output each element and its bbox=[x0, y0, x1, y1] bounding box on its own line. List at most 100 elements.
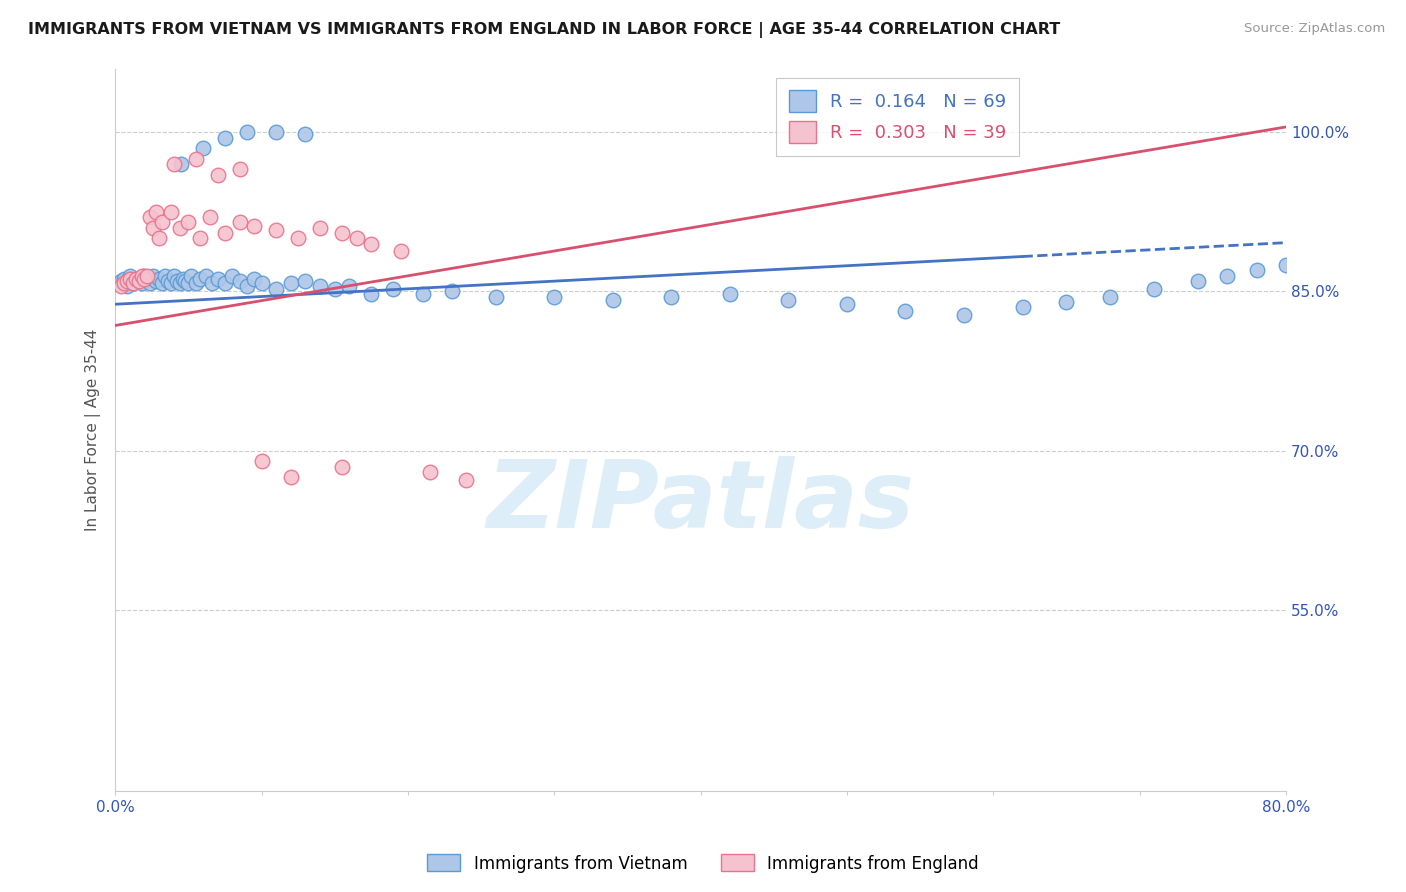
Point bbox=[121, 276, 143, 290]
Point bbox=[330, 226, 353, 240]
Legend: R =  0.164   N = 69, R =  0.303   N = 39: R = 0.164 N = 69, R = 0.303 N = 39 bbox=[776, 78, 1019, 156]
Point bbox=[118, 272, 141, 286]
Point bbox=[778, 293, 800, 307]
Legend: Immigrants from Vietnam, Immigrants from England: Immigrants from Vietnam, Immigrants from… bbox=[420, 847, 986, 880]
Point bbox=[115, 274, 138, 288]
Point bbox=[1246, 263, 1268, 277]
Point bbox=[184, 276, 207, 290]
Point bbox=[1054, 295, 1077, 310]
Point bbox=[456, 474, 478, 488]
Point bbox=[169, 220, 191, 235]
Point bbox=[1143, 282, 1166, 296]
Point bbox=[543, 290, 565, 304]
Point bbox=[136, 272, 159, 286]
Point bbox=[145, 205, 167, 219]
Point bbox=[236, 125, 259, 139]
Point bbox=[412, 286, 434, 301]
Point bbox=[294, 128, 316, 142]
Point bbox=[134, 272, 156, 286]
Point bbox=[188, 231, 211, 245]
Point bbox=[201, 276, 224, 290]
Point bbox=[112, 272, 135, 286]
Point bbox=[177, 215, 200, 229]
Point bbox=[243, 272, 266, 286]
Point bbox=[1216, 268, 1239, 283]
Point bbox=[337, 279, 360, 293]
Point bbox=[1187, 274, 1209, 288]
Point bbox=[128, 274, 150, 288]
Point bbox=[139, 210, 162, 224]
Point bbox=[214, 226, 236, 240]
Point bbox=[118, 268, 141, 283]
Point bbox=[112, 276, 135, 290]
Y-axis label: In Labor Force | Age 35-44: In Labor Force | Age 35-44 bbox=[86, 328, 101, 531]
Point bbox=[180, 268, 202, 283]
Point bbox=[440, 285, 463, 299]
Point bbox=[264, 125, 287, 139]
Point bbox=[1099, 290, 1122, 304]
Point bbox=[110, 279, 132, 293]
Point bbox=[309, 279, 332, 293]
Point bbox=[169, 276, 191, 290]
Point bbox=[1011, 301, 1033, 315]
Point bbox=[148, 272, 170, 286]
Point bbox=[228, 162, 250, 177]
Point bbox=[142, 220, 165, 235]
Point bbox=[718, 286, 741, 301]
Point bbox=[382, 282, 405, 296]
Point bbox=[280, 276, 302, 290]
Point bbox=[346, 231, 368, 245]
Point bbox=[134, 268, 156, 283]
Point bbox=[602, 293, 624, 307]
Point bbox=[360, 286, 382, 301]
Point bbox=[136, 268, 159, 283]
Point bbox=[110, 274, 132, 288]
Point bbox=[323, 282, 346, 296]
Point bbox=[243, 219, 266, 233]
Point bbox=[228, 274, 250, 288]
Point bbox=[153, 268, 176, 283]
Point bbox=[1275, 258, 1298, 272]
Point bbox=[953, 308, 976, 322]
Point bbox=[228, 215, 250, 229]
Point bbox=[145, 274, 167, 288]
Text: ZIPatlas: ZIPatlas bbox=[486, 456, 915, 548]
Point bbox=[124, 272, 146, 286]
Point bbox=[264, 223, 287, 237]
Point bbox=[188, 272, 211, 286]
Text: IMMIGRANTS FROM VIETNAM VS IMMIGRANTS FROM ENGLAND IN LABOR FORCE | AGE 35-44 CO: IMMIGRANTS FROM VIETNAM VS IMMIGRANTS FR… bbox=[28, 22, 1060, 38]
Point bbox=[200, 210, 222, 224]
Point bbox=[194, 268, 217, 283]
Point bbox=[280, 470, 302, 484]
Point bbox=[221, 268, 243, 283]
Point bbox=[121, 276, 143, 290]
Point bbox=[128, 274, 150, 288]
Point bbox=[894, 303, 917, 318]
Point bbox=[236, 279, 259, 293]
Point bbox=[131, 276, 153, 290]
Point bbox=[163, 157, 186, 171]
Point bbox=[250, 276, 273, 290]
Point bbox=[214, 276, 236, 290]
Point bbox=[214, 130, 236, 145]
Point bbox=[287, 231, 309, 245]
Point bbox=[250, 454, 273, 468]
Point bbox=[191, 141, 214, 155]
Point bbox=[166, 274, 188, 288]
Point bbox=[139, 276, 162, 290]
Point bbox=[170, 157, 193, 171]
Point bbox=[150, 276, 173, 290]
Point bbox=[184, 152, 207, 166]
Text: Source: ZipAtlas.com: Source: ZipAtlas.com bbox=[1244, 22, 1385, 36]
Point bbox=[360, 236, 382, 251]
Point bbox=[309, 220, 332, 235]
Point bbox=[659, 290, 682, 304]
Point bbox=[172, 272, 194, 286]
Point bbox=[177, 276, 200, 290]
Point bbox=[131, 268, 153, 283]
Point bbox=[142, 268, 165, 283]
Point bbox=[150, 215, 173, 229]
Point bbox=[156, 274, 179, 288]
Point bbox=[148, 231, 170, 245]
Point bbox=[159, 276, 181, 290]
